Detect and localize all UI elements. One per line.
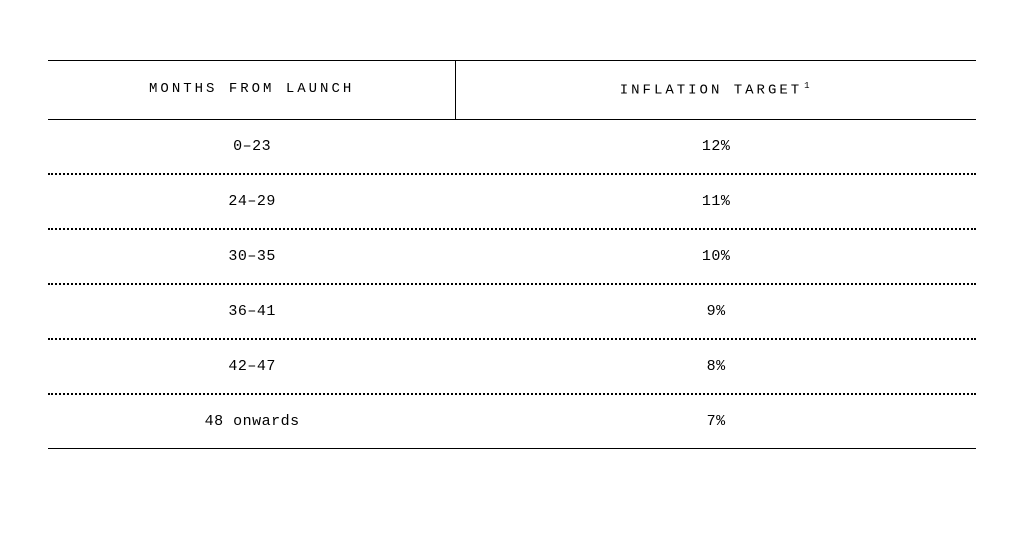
column-header-target: INFLATION TARGET1 xyxy=(456,61,976,119)
column-header-target-label: INFLATION TARGET xyxy=(620,83,802,99)
table-row: 0–23 12% xyxy=(48,120,976,175)
cell-target: 12% xyxy=(456,138,976,155)
cell-target: 11% xyxy=(456,193,976,210)
cell-target: 9% xyxy=(456,303,976,320)
inflation-target-table: MONTHS FROM LAUNCH INFLATION TARGET1 0–2… xyxy=(48,60,976,449)
table-row: 42–47 8% xyxy=(48,340,976,395)
cell-months: 24–29 xyxy=(48,193,456,210)
table-row: 24–29 11% xyxy=(48,175,976,230)
column-header-months-label: MONTHS FROM LAUNCH xyxy=(149,81,354,97)
table-row: 48 onwards 7% xyxy=(48,395,976,449)
cell-target: 10% xyxy=(456,248,976,265)
cell-months: 48 onwards xyxy=(48,413,456,430)
cell-target: 7% xyxy=(456,413,976,430)
cell-months: 30–35 xyxy=(48,248,456,265)
footnote-marker: 1 xyxy=(804,81,812,91)
table-row: 30–35 10% xyxy=(48,230,976,285)
cell-months: 0–23 xyxy=(48,138,456,155)
cell-target: 8% xyxy=(456,358,976,375)
cell-months: 36–41 xyxy=(48,303,456,320)
table-row: 36–41 9% xyxy=(48,285,976,340)
table-header-row: MONTHS FROM LAUNCH INFLATION TARGET1 xyxy=(48,60,976,120)
cell-months: 42–47 xyxy=(48,358,456,375)
column-header-months: MONTHS FROM LAUNCH xyxy=(48,61,456,119)
